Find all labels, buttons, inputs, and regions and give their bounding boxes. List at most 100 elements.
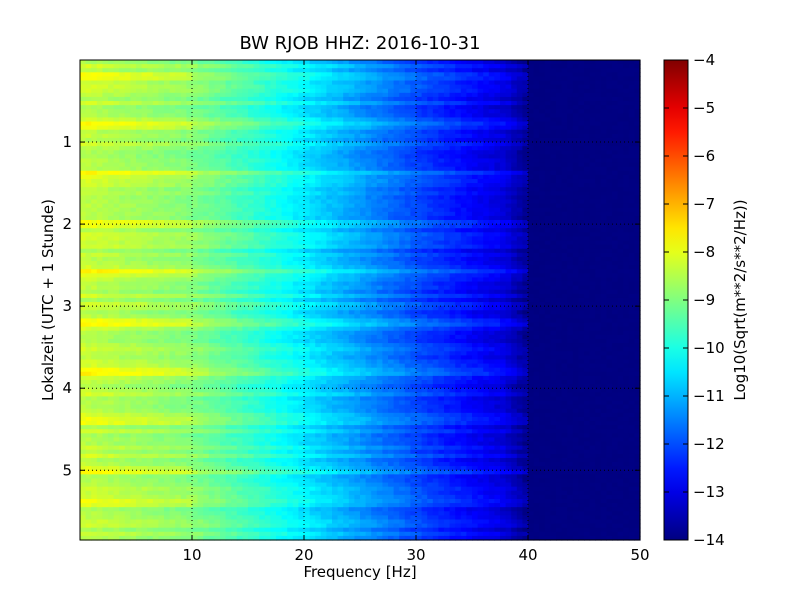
spectrogram-cell — [349, 64, 355, 69]
spectrogram-cell — [293, 171, 299, 176]
spectrogram-cell — [80, 183, 86, 188]
spectrogram-cell — [584, 183, 590, 188]
spectrogram-cell — [97, 126, 103, 131]
spectrogram-cell — [573, 146, 579, 151]
spectrogram-cell — [606, 199, 612, 204]
spectrogram-cell — [371, 241, 377, 246]
spectrogram-cell — [427, 101, 433, 106]
spectrogram-cell — [293, 167, 299, 172]
spectrogram-cell — [237, 257, 243, 262]
spectrogram-cell — [528, 97, 534, 102]
spectrogram-cell — [164, 89, 170, 94]
spectrogram-cell — [422, 97, 428, 102]
spectrogram-cell — [203, 171, 209, 176]
spectrogram-cell — [315, 109, 321, 114]
spectrogram-cell — [478, 208, 484, 213]
spectrogram-cell — [461, 204, 467, 209]
spectrogram-cell — [382, 113, 388, 118]
spectrogram-cell — [142, 257, 148, 262]
spectrogram-cell — [606, 253, 612, 258]
spectrogram-cell — [338, 179, 344, 184]
spectrogram-cell — [231, 72, 237, 77]
spectrogram-cell — [326, 167, 332, 172]
spectrogram-cell — [366, 158, 372, 163]
spectrogram-cell — [293, 195, 299, 200]
spectrogram-cell — [366, 245, 372, 250]
spectrogram-cell — [147, 199, 153, 204]
spectrogram-cell — [220, 113, 226, 118]
spectrogram-cell — [220, 89, 226, 94]
spectrogram-cell — [601, 60, 607, 65]
spectrogram-cell — [629, 232, 635, 237]
spectrogram-cell — [153, 60, 159, 65]
spectrogram-cell — [550, 113, 556, 118]
spectrogram-cell — [623, 134, 629, 139]
spectrogram-cell — [354, 146, 360, 151]
spectrogram-cell — [119, 228, 125, 233]
spectrogram-cell — [97, 183, 103, 188]
spectrogram-cell — [494, 60, 500, 65]
spectrogram-cell — [338, 158, 344, 163]
spectrogram-cell — [287, 134, 293, 139]
spectrogram-cell — [192, 245, 198, 250]
spectrogram-cell — [265, 126, 271, 131]
spectrogram-cell — [254, 228, 260, 233]
spectrogram-cell — [293, 97, 299, 102]
spectrogram-cell — [287, 109, 293, 114]
spectrogram-cell — [539, 241, 545, 246]
spectrogram-cell — [321, 60, 327, 65]
spectrogram-cell — [119, 93, 125, 98]
spectrogram-cell — [282, 81, 288, 86]
spectrogram-cell — [450, 122, 456, 127]
spectrogram-cell — [606, 89, 612, 94]
spectrogram-cell — [494, 117, 500, 122]
spectrogram-cell — [130, 72, 136, 77]
spectrogram-cell — [80, 245, 86, 250]
spectrogram-cell — [220, 60, 226, 65]
spectrogram-cell — [119, 105, 125, 110]
spectrogram-cell — [601, 113, 607, 118]
spectrogram-cell — [203, 101, 209, 106]
spectrogram-cell — [153, 146, 159, 151]
spectrogram-cell — [394, 109, 400, 114]
spectrogram-cell — [573, 228, 579, 233]
spectrogram-cell — [97, 216, 103, 221]
spectrogram-cell — [371, 245, 377, 250]
spectrogram-cell — [80, 105, 86, 110]
spectrogram-cell — [573, 216, 579, 221]
spectrogram-cell — [86, 146, 92, 151]
spectrogram-cell — [175, 179, 181, 184]
spectrogram-cell — [209, 72, 215, 77]
spectrogram-cell — [405, 60, 411, 65]
spectrogram-cell — [108, 142, 114, 147]
spectrogram-cell — [450, 228, 456, 233]
spectrogram-cell — [550, 68, 556, 73]
spectrogram-cell — [170, 85, 176, 90]
spectrogram-cell — [310, 89, 316, 94]
spectrogram-cell — [377, 204, 383, 209]
spectrogram-cell — [489, 171, 495, 176]
spectrogram-cell — [489, 183, 495, 188]
spectrogram-cell — [349, 241, 355, 246]
spectrogram-cell — [584, 113, 590, 118]
spectrogram-cell — [444, 101, 450, 106]
spectrogram-cell — [304, 228, 310, 233]
spectrogram-cell — [186, 187, 192, 192]
spectrogram-cell — [164, 204, 170, 209]
spectrogram-cell — [338, 191, 344, 196]
spectrogram-cell — [590, 122, 596, 127]
spectrogram-cell — [371, 253, 377, 258]
spectrogram-cell — [382, 72, 388, 77]
spectrogram-cell — [114, 236, 120, 241]
spectrogram-cell — [248, 93, 254, 98]
spectrogram-cell — [360, 183, 366, 188]
spectrogram-cell — [366, 130, 372, 135]
spectrogram-cell — [321, 175, 327, 180]
spectrogram-cell — [528, 257, 534, 262]
spectrogram-cell — [349, 101, 355, 106]
spectrogram-cell — [466, 130, 472, 135]
spectrogram-cell — [534, 122, 540, 127]
spectrogram-cell — [287, 199, 293, 204]
spectrogram-cell — [136, 204, 142, 209]
spectrogram-cell — [332, 142, 338, 147]
